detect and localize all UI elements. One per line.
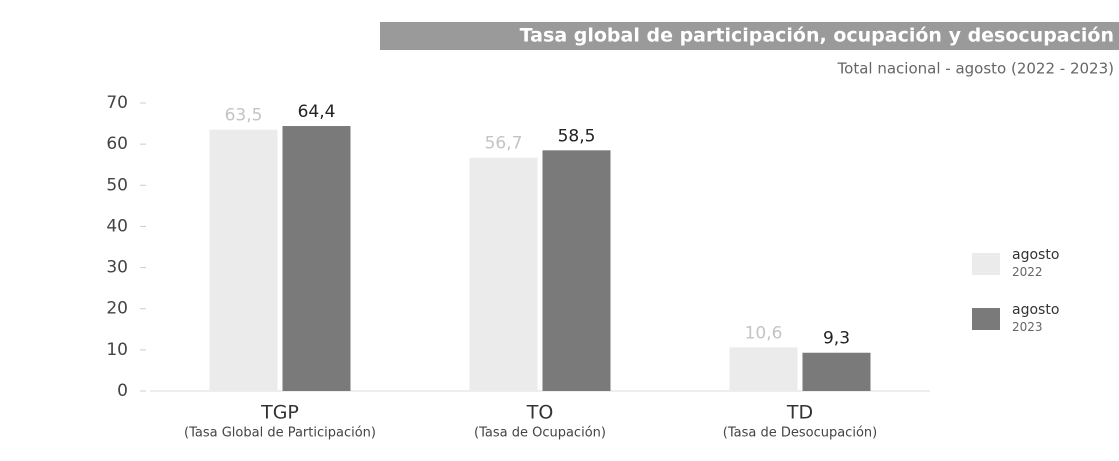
y-tick-label: 30: [106, 258, 128, 278]
y-tick-label: 70: [106, 93, 128, 113]
legend-swatch: [972, 308, 1000, 330]
value-label: 58,5: [558, 126, 596, 146]
x-tick-label: TGP: [260, 402, 299, 424]
x-tick-label: TD: [786, 402, 813, 424]
x-tick-description: (Tasa de Ocupación): [474, 426, 606, 441]
bar: [469, 157, 538, 391]
bar: [802, 352, 871, 391]
x-tick-label: TO: [526, 402, 554, 424]
legend-label: agosto 2023: [1012, 302, 1059, 334]
legend-swatch: [972, 253, 1000, 275]
y-tick-label: 50: [106, 175, 128, 195]
title-banner: [380, 22, 1119, 50]
y-tick-label: 60: [106, 134, 128, 154]
chart-subtitle: Total nacional - agosto (2022 - 2023): [837, 60, 1114, 78]
x-tick-description: (Tasa Global de Participación): [184, 426, 376, 441]
x-tick-description: (Tasa de Desocupación): [723, 426, 877, 441]
y-tick-label: 40: [106, 216, 128, 236]
bar: [729, 347, 798, 391]
value-label: 9,3: [823, 329, 850, 349]
y-tick-label: 10: [106, 340, 128, 360]
chart-title: Tasa global de participación, ocupación …: [520, 25, 1114, 47]
bar: [542, 150, 611, 391]
bar: [209, 129, 278, 391]
bar: [282, 126, 351, 391]
value-label: 10,6: [745, 323, 783, 343]
value-label: 56,7: [485, 134, 523, 154]
value-label: 63,5: [225, 106, 263, 126]
value-label: 64,4: [298, 102, 336, 122]
y-tick-label: 20: [106, 299, 128, 319]
legend-label: agosto 2022: [1012, 247, 1059, 279]
y-tick-label: 0: [117, 381, 128, 401]
